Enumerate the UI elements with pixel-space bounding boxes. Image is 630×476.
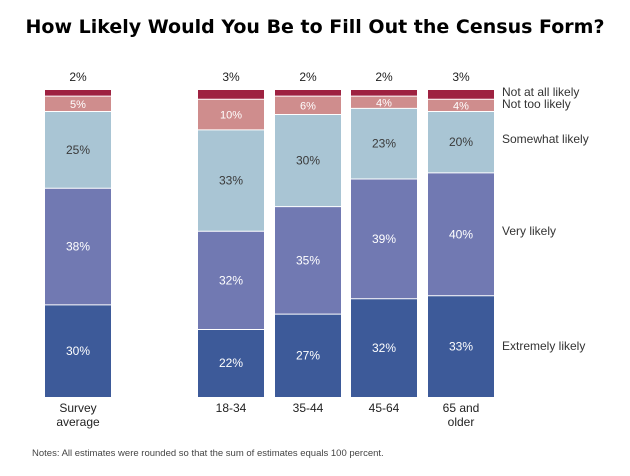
legend-label: Not at all likely — [502, 85, 579, 99]
bar-segment — [428, 90, 494, 100]
category-label: 45-64 — [369, 401, 400, 415]
bar-segment — [428, 172, 494, 296]
legend-label: Not too likely — [502, 97, 571, 111]
bar-segment — [351, 179, 417, 299]
segment-value-label: 5% — [70, 99, 86, 111]
bar-segment — [275, 314, 341, 397]
segment-value-label: 20% — [449, 135, 473, 149]
top-value-label: 3% — [222, 70, 240, 84]
category-label: 35-44 — [293, 401, 324, 415]
chart-title: How Likely Would You Be to Fill Out the … — [25, 16, 605, 38]
footnote: Notes: All estimates were rounded so tha… — [32, 448, 384, 459]
segment-value-label: 4% — [376, 97, 392, 109]
top-value-label: 2% — [69, 70, 87, 84]
bar-segment — [275, 96, 341, 115]
category-label: Survey — [59, 401, 96, 415]
segment-value-label: 32% — [372, 341, 396, 355]
segment-value-label: 27% — [296, 349, 320, 363]
bar-segment — [351, 90, 417, 97]
bar-segment — [428, 295, 494, 397]
bar-segment — [45, 188, 111, 305]
top-labels-group: 2% 3% 2% 2% 3% — [69, 70, 470, 84]
bar-segment — [428, 111, 494, 173]
segment-value-label: 30% — [66, 344, 90, 358]
segment-value-label: 40% — [449, 227, 473, 241]
segment-value-label: 39% — [372, 232, 396, 246]
bar-segment — [198, 99, 264, 130]
segment-value-label: 23% — [372, 137, 396, 151]
legend-group: Extremely likely Very likely Somewhat like… — [502, 85, 589, 353]
legend-label: Extremely likely — [502, 339, 585, 353]
bar-segment — [275, 114, 341, 207]
top-value-label: 2% — [299, 70, 317, 84]
category-label: average — [56, 415, 100, 429]
segment-value-label: 35% — [296, 253, 320, 267]
bar-segment — [198, 90, 264, 100]
segment-value-label: 10% — [220, 110, 242, 122]
segment-value-label: 33% — [219, 174, 243, 188]
bar-segment — [428, 99, 494, 112]
legend-label: Somewhat likely — [502, 132, 589, 146]
bar-segment — [275, 206, 341, 315]
bar-segment — [275, 90, 341, 97]
category-label: 18-34 — [216, 401, 247, 415]
bar-segment — [45, 304, 111, 397]
bar-segment — [351, 298, 417, 397]
category-label: older — [448, 415, 475, 429]
bar-segment — [351, 96, 417, 109]
segment-value-label: 22% — [219, 356, 243, 370]
bar-segment — [198, 129, 264, 232]
segment-value-label: 25% — [66, 143, 90, 157]
bar-segment — [198, 231, 264, 330]
top-value-label: 2% — [375, 70, 393, 84]
top-value-label: 3% — [452, 70, 470, 84]
bar-segment — [198, 329, 264, 397]
segment-value-label: 32% — [219, 273, 243, 287]
bar-segment — [45, 111, 111, 189]
segment-labels-group: 30% 38% 25% 5% 22% 32% 33% 10% 27% 35% 30% 6% 32% 39%… — [66, 97, 473, 370]
bars-group — [45, 90, 494, 397]
legend-label: Very likely — [502, 224, 556, 238]
segment-value-label: 4% — [453, 100, 469, 112]
bar-segment — [351, 108, 417, 180]
segment-value-label: 6% — [300, 100, 316, 112]
bar-segment — [45, 90, 111, 97]
segment-value-label: 30% — [296, 154, 320, 168]
segment-value-label: 33% — [449, 339, 473, 353]
category-label: 65 and — [443, 401, 480, 415]
bar-segment — [45, 96, 111, 112]
segment-value-label: 38% — [66, 240, 90, 254]
